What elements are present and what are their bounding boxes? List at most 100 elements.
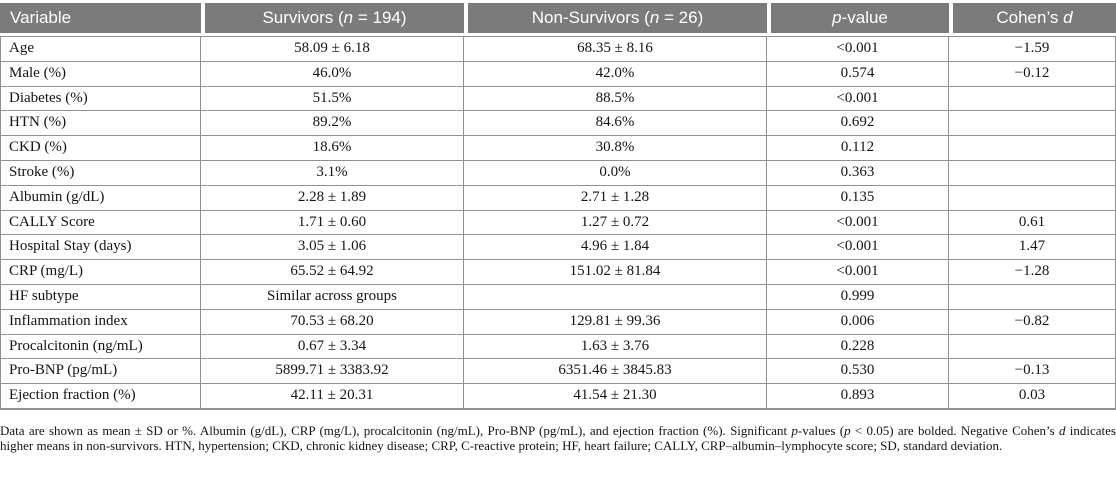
- row-label-cell: Male (%): [0, 61, 201, 87]
- value-cell: 89.2%: [201, 111, 464, 137]
- value-cell: <0.001: [767, 260, 949, 285]
- value-cell: <0.001: [767, 210, 949, 236]
- value-cell: 3.1%: [201, 160, 464, 186]
- text-segment: < 0.05) are bolded. Negative Cohen’s: [850, 422, 1059, 438]
- value-cell: −0.12: [949, 61, 1116, 87]
- value-cell: −1.28: [949, 260, 1116, 285]
- row-label-cell: CALLY Score: [0, 210, 201, 236]
- value-cell: 0.61: [949, 210, 1116, 236]
- value-cell: 1.71 ± 0.60: [201, 210, 464, 236]
- survivors-comparison-table: Variable Survivors (n = 194) Non-Survivors…: [0, 3, 1116, 410]
- value-cell: 0.893: [767, 384, 949, 410]
- row-label-cell: Age: [0, 36, 201, 62]
- value-cell: [949, 111, 1116, 137]
- value-cell: 0.228: [767, 334, 949, 360]
- value-cell: 46.0%: [201, 61, 464, 87]
- text-segment: Non-Survivors (: [531, 8, 650, 27]
- text-segment: indicates higher means in non-survivors.…: [0, 422, 1116, 454]
- value-cell: 0.363: [767, 160, 949, 186]
- column-header-non-survivors: Non-Survivors (n = 26): [464, 3, 767, 36]
- table-row: Albumin (g/dL) 2.28 ± 1.89 2.71 ± 1.28 0.13…: [0, 185, 1116, 211]
- row-label-cell: Hospital Stay (days): [0, 235, 201, 261]
- text-segment: Survivors (: [262, 8, 344, 27]
- value-cell: 6351.46 ± 3845.83: [464, 359, 767, 385]
- table-row: Pro-BNP (pg/mL) 5899.71 ± 3383.92 6351.46 …: [0, 359, 1116, 385]
- table-body: Age 58.09 ± 6.18 68.35 ± 8.16 <0.001 −1.59 Ma…: [0, 36, 1116, 410]
- value-cell: Similar across groups: [201, 284, 464, 310]
- value-cell: <0.001: [767, 86, 949, 112]
- text-segment: = 26): [659, 8, 704, 27]
- table-row: Stroke (%) 3.1% 0.0% 0.363: [0, 160, 1116, 186]
- text-segment: Cohen’s: [996, 8, 1064, 27]
- value-cell: 0.006: [767, 309, 949, 335]
- table-row: Diabetes (%) 51.5% 88.5% <0.001: [0, 86, 1116, 112]
- row-label-cell: Pro-BNP (pg/mL): [0, 359, 201, 385]
- value-cell: [949, 334, 1116, 360]
- italic-text: n: [343, 8, 354, 27]
- value-cell: [949, 86, 1116, 112]
- row-label-cell: Procalcitonin (ng/mL): [0, 334, 201, 360]
- table-row: CRP (mg/L) 65.52 ± 64.92 151.02 ± 81.84 <0.…: [0, 260, 1116, 285]
- value-cell: 0.67 ± 3.34: [201, 334, 464, 360]
- table-row: Male (%) 46.0% 42.0% 0.574 −0.12: [0, 61, 1116, 87]
- value-cell: 0.530: [767, 359, 949, 385]
- value-cell: 68.35 ± 8.16: [464, 36, 767, 62]
- text-segment: -values (: [797, 422, 845, 438]
- table-row: Ejection fraction (%) 42.11 ± 20.31 41.54 …: [0, 384, 1116, 410]
- table-row: CALLY Score 1.71 ± 0.60 1.27 ± 0.72 <0.001 0…: [0, 210, 1116, 236]
- value-cell: −1.59: [949, 36, 1116, 62]
- value-cell: 4.96 ± 1.84: [464, 235, 767, 261]
- row-label-cell: Inflammation index: [0, 309, 201, 335]
- table-footnote: Data are shown as mean ± SD or %. Albumi…: [0, 423, 1116, 454]
- table-header-row: Variable Survivors (n = 194) Non-Survivors…: [0, 3, 1116, 36]
- table-row: Age 58.09 ± 6.18 68.35 ± 8.16 <0.001 −1.59: [0, 36, 1116, 62]
- table-row: Inflammation index 70.53 ± 68.20 129.81 ± …: [0, 309, 1116, 335]
- value-cell: <0.001: [767, 36, 949, 62]
- text-segment: -value: [841, 8, 888, 27]
- paper-table-figure: Variable Survivors (n = 194) Non-Survivors…: [0, 3, 1116, 454]
- value-cell: 5899.71 ± 3383.92: [201, 359, 464, 385]
- row-label-cell: CRP (mg/L): [0, 260, 201, 285]
- value-cell: 0.112: [767, 136, 949, 161]
- value-cell: 51.5%: [201, 86, 464, 112]
- italic-text: d: [1063, 8, 1073, 27]
- table-row: HF subtype Similar across groups 0.999: [0, 284, 1116, 310]
- italic-text: n: [649, 8, 660, 27]
- value-cell: 1.27 ± 0.72: [464, 210, 767, 236]
- value-cell: 42.11 ± 20.31: [201, 384, 464, 410]
- value-cell: 88.5%: [464, 86, 767, 112]
- table-header: Variable Survivors (n = 194) Non-Survivors…: [0, 3, 1116, 36]
- column-header-survivors: Survivors (n = 194): [201, 3, 464, 36]
- value-cell: [949, 284, 1116, 310]
- italic-text: p: [791, 422, 798, 438]
- table-row: HTN (%) 89.2% 84.6% 0.692: [0, 111, 1116, 137]
- column-header-p-value: p-value: [767, 3, 949, 36]
- table-row: Hospital Stay (days) 3.05 ± 1.06 4.96 ± 1.…: [0, 235, 1116, 261]
- value-cell: 0.692: [767, 111, 949, 137]
- value-cell: [464, 284, 767, 310]
- value-cell: 58.09 ± 6.18: [201, 36, 464, 62]
- value-cell: 18.6%: [201, 136, 464, 161]
- value-cell: 41.54 ± 21.30: [464, 384, 767, 410]
- row-label-cell: Stroke (%): [0, 160, 201, 186]
- value-cell: [949, 160, 1116, 186]
- value-cell: 0.574: [767, 61, 949, 87]
- value-cell: 70.53 ± 68.20: [201, 309, 464, 335]
- value-cell: 84.6%: [464, 111, 767, 137]
- value-cell: 1.47: [949, 235, 1116, 261]
- italic-text: p: [844, 422, 851, 438]
- value-cell: 2.28 ± 1.89: [201, 185, 464, 211]
- row-label-cell: HF subtype: [0, 284, 201, 310]
- row-label-cell: Ejection fraction (%): [0, 384, 201, 410]
- value-cell: 0.135: [767, 185, 949, 211]
- value-cell: −0.13: [949, 359, 1116, 385]
- value-cell: [949, 185, 1116, 211]
- table-row: CKD (%) 18.6% 30.8% 0.112: [0, 136, 1116, 161]
- column-header-variable: Variable: [0, 3, 201, 36]
- value-cell: <0.001: [767, 235, 949, 261]
- row-label-cell: HTN (%): [0, 111, 201, 137]
- value-cell: 0.03: [949, 384, 1116, 410]
- row-label-cell: CKD (%): [0, 136, 201, 161]
- value-cell: 42.0%: [464, 61, 767, 87]
- value-cell: 3.05 ± 1.06: [201, 235, 464, 261]
